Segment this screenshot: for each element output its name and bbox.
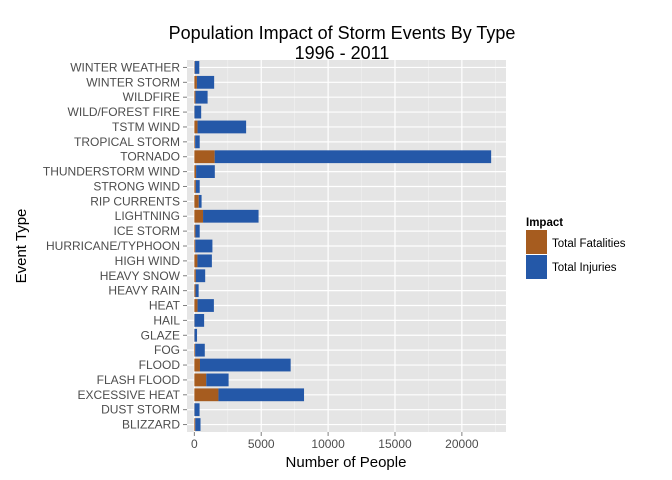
legend-label-fatalities: Total Fatalities [552, 238, 626, 250]
bar-total-injuries [195, 180, 200, 193]
bar-total-fatalities [194, 358, 200, 372]
bar-total-fatalities [194, 61, 195, 74]
chart-subtitle: 1996 - 2011 [295, 43, 390, 63]
bar-total-injuries [206, 373, 229, 387]
bar-total-fatalities [194, 343, 196, 357]
bar-total-injuries [198, 194, 202, 208]
bar-total-injuries [194, 328, 198, 342]
legend-title: Impact [526, 217, 563, 229]
bar-total-injuries [194, 403, 200, 417]
y-tick-label: HEAVY RAIN [108, 284, 180, 298]
bar-total-fatalities [194, 254, 198, 268]
x-axis-label: Number of People [286, 454, 407, 471]
x-tick-label: 5000 [248, 437, 275, 451]
chart-title: Population Impact of Storm Events By Typ… [169, 23, 516, 43]
bar-total-injuries [197, 299, 214, 312]
x-tick-label: 15000 [378, 437, 412, 451]
y-tick-label: WILDFIRE [123, 90, 180, 104]
y-tick-label: HURRICANE/TYPHOON [46, 239, 180, 253]
bar-total-fatalities [194, 120, 198, 134]
y-tick-label: RIP CURRENTS [90, 194, 180, 208]
bar-total-injuries [203, 209, 259, 223]
bar-total-injuries [196, 165, 215, 178]
bar-total-fatalities [194, 150, 215, 164]
bar-total-injuries [194, 61, 200, 74]
bar-total-injuries [195, 135, 200, 149]
bar-total-fatalities [194, 209, 204, 223]
legend: Impact Total Fatalities Total Injuries [526, 217, 626, 279]
bar-total-fatalities [194, 75, 197, 89]
y-tick-label: FOG [154, 343, 180, 357]
y-tick-label: DUST STORM [101, 403, 180, 417]
legend-swatch-fatalities [526, 230, 547, 254]
bar-total-injuries [194, 105, 202, 119]
bar-total-fatalities [194, 135, 196, 149]
y-tick-label: STRONG WIND [93, 179, 180, 193]
bar-total-injuries [196, 75, 215, 89]
x-axis-ticks: 0 5000 10000 15000 20000 [191, 432, 479, 451]
y-tick-label: WINTER WEATHER [70, 60, 180, 74]
bar-total-fatalities [194, 299, 198, 312]
bar-total-fatalities [194, 180, 196, 193]
bar-total-injuries [218, 388, 305, 402]
bar-total-injuries [195, 269, 206, 283]
y-tick-label: THUNDERSTORM WIND [43, 165, 180, 179]
y-tick-label: TROPICAL STORM [74, 135, 180, 149]
legend-swatch-injuries [526, 255, 547, 279]
gridlines [187, 60, 506, 432]
y-tick-label: WILD/FOREST FIRE [68, 105, 180, 119]
bar-total-fatalities [194, 224, 196, 238]
legend-label-injuries: Total Injuries [552, 262, 617, 274]
y-tick-label: TORNADO [120, 150, 180, 164]
bar-total-injuries [194, 314, 205, 327]
bar-total-fatalities [194, 90, 196, 104]
bar-total-injuries [195, 343, 205, 357]
bar-total-injuries [197, 120, 247, 134]
bar-total-fatalities [194, 373, 207, 387]
y-tick-label: GLAZE [141, 328, 180, 342]
y-tick-label: FLOOD [139, 358, 181, 372]
y-tick-label: HAIL [153, 313, 180, 327]
y-tick-label: HIGH WIND [115, 254, 181, 268]
y-tick-label: WINTER STORM [86, 75, 180, 89]
y-axis-label: Event Type [13, 209, 30, 284]
bar-total-injuries [195, 418, 201, 431]
y-tick-label: LIGHTNING [115, 209, 180, 223]
bar-total-injuries [199, 358, 291, 372]
bar-total-injuries [195, 224, 200, 238]
y-tick-label: HEAVY SNOW [100, 269, 181, 283]
bar-total-fatalities [194, 388, 219, 402]
y-tick-label: FLASH FLOOD [97, 373, 181, 387]
x-tick-label: 0 [191, 437, 198, 451]
bar-total-fatalities [194, 194, 199, 208]
bar-total-injuries [197, 254, 212, 268]
x-tick-label: 20000 [445, 437, 479, 451]
y-tick-label: ICE STORM [114, 224, 180, 238]
bar-total-injuries [195, 239, 213, 253]
y-tick-label: HEAT [149, 299, 181, 313]
bar-total-injuries [195, 284, 199, 298]
y-tick-label: TSTM WIND [112, 120, 180, 134]
bar-total-fatalities [194, 269, 196, 283]
bars [194, 61, 492, 431]
bar-total-fatalities [194, 239, 196, 253]
bar-total-fatalities [194, 418, 196, 431]
bar-total-injuries [214, 150, 492, 164]
bar-total-injuries [195, 90, 208, 104]
bar-total-fatalities [194, 165, 197, 178]
y-tick-label: BLIZZARD [122, 418, 180, 432]
x-tick-label: 10000 [311, 437, 345, 451]
bar-total-fatalities [194, 284, 196, 298]
y-tick-label: EXCESSIVE HEAT [78, 388, 181, 402]
